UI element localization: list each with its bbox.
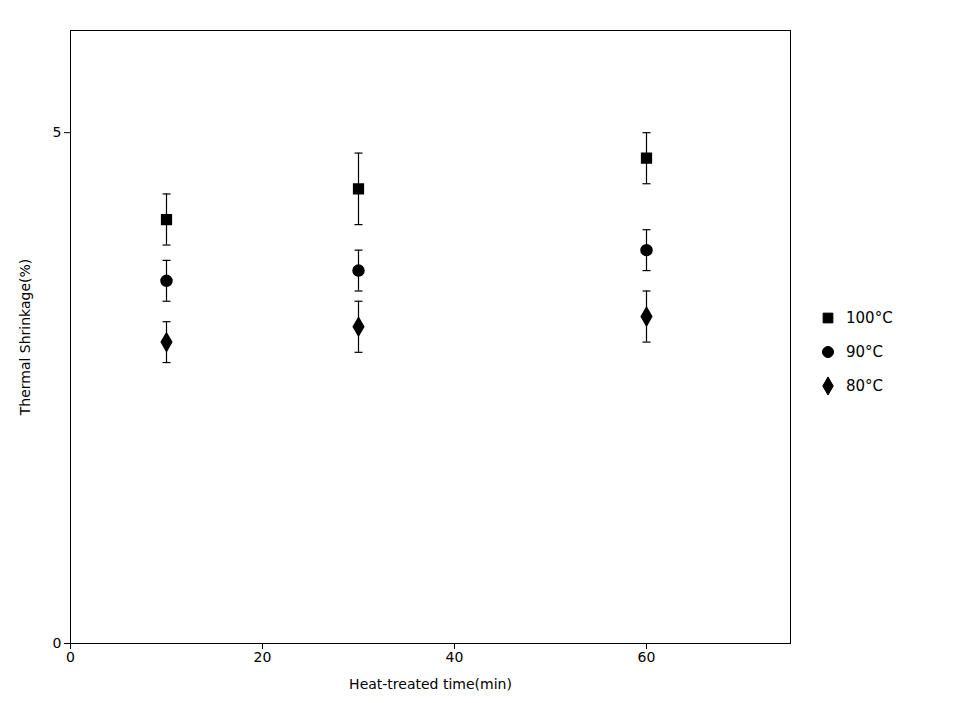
svg-text:0: 0 — [53, 635, 62, 651]
svg-text:20: 20 — [254, 649, 272, 665]
svg-text:5: 5 — [53, 124, 62, 140]
html-text:90°C: 90°C — [846, 342, 884, 361]
svg-text:60: 60 — [638, 649, 656, 665]
html-text:100°C: 100°C — [846, 308, 893, 327]
svg-text:0: 0 — [66, 649, 75, 665]
svg-text:Heat-treated time(min): Heat-treated time(min) — [349, 676, 512, 692]
svg-text:Thermal Shrinkage(%): Thermal Shrinkage(%) — [17, 259, 33, 417]
svg-text:40: 40 — [446, 649, 464, 665]
html-text:80°C: 80°C — [846, 376, 884, 395]
